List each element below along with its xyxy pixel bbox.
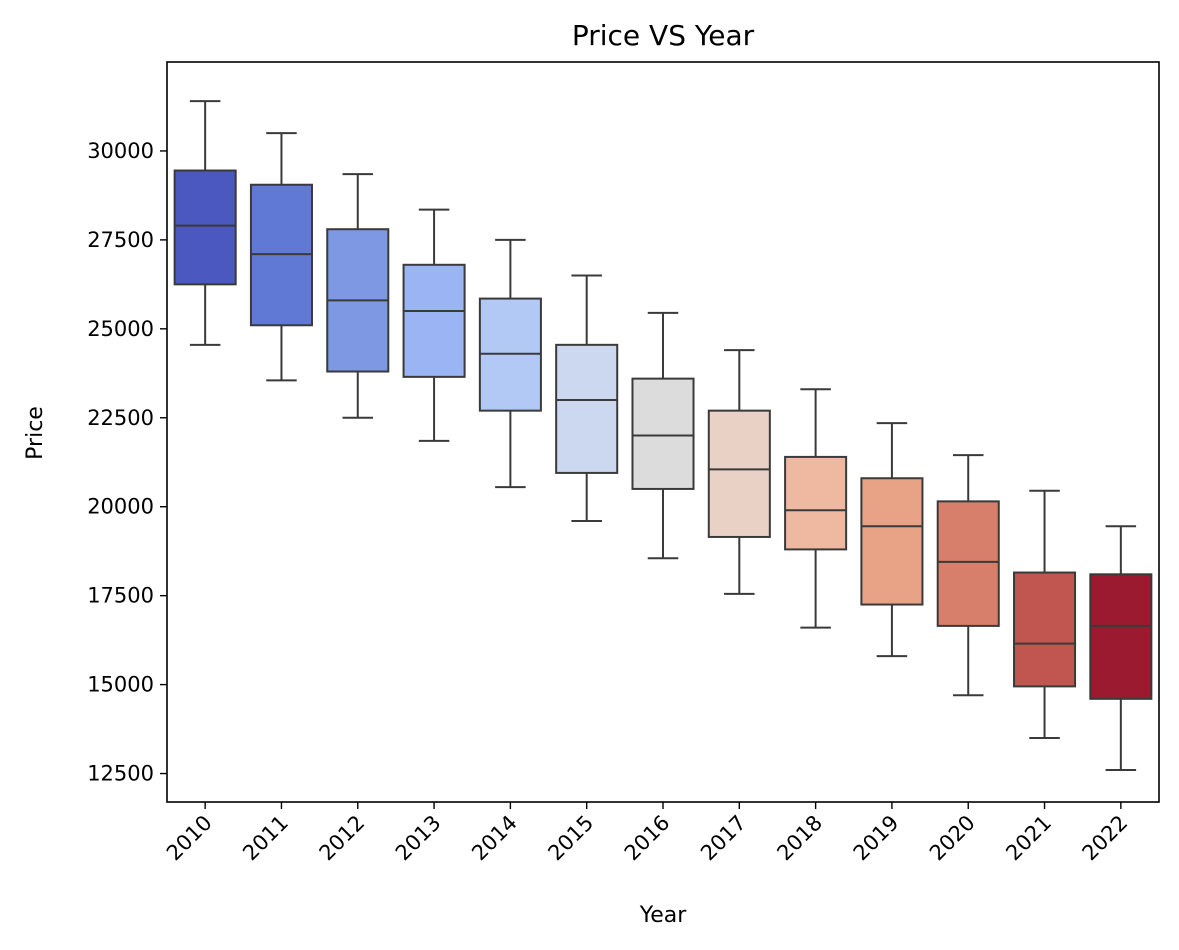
y-tick-label: 25000 [87, 317, 154, 341]
box-2022 [1089, 525, 1153, 771]
x-axis-label: Year [639, 903, 688, 928]
box-2014 [478, 238, 542, 489]
iqr-box [631, 377, 695, 490]
y-tick-label: 12500 [87, 762, 154, 786]
box-2017 [707, 349, 771, 595]
box-2015 [555, 274, 619, 522]
box-2016 [631, 311, 695, 560]
y-tick-label: 17500 [87, 584, 154, 608]
x-tick-label: 2010 [162, 811, 217, 866]
x-tick-label: 2019 [849, 811, 904, 866]
box-2011 [249, 132, 313, 382]
y-tick-label: 27500 [87, 228, 154, 252]
iqr-box [555, 343, 619, 474]
y-tick-label: 30000 [87, 139, 154, 163]
x-tick-label: 2017 [696, 811, 751, 866]
y-tick-label: 15000 [87, 673, 154, 697]
iqr-box [402, 263, 466, 378]
x-tick-label: 2021 [1001, 811, 1056, 866]
x-tick-label: 2013 [391, 811, 446, 866]
x-tick-label: 2022 [1078, 811, 1133, 866]
iqr-box [1089, 573, 1153, 700]
iqr-box [860, 477, 924, 606]
y-axis-ticks: 12500 15000 17500 20000 22500 25000 27500 30000 [87, 139, 167, 786]
chart-title: Price VS Year [572, 19, 755, 52]
iqr-box [173, 169, 237, 286]
y-tick-label: 22500 [87, 406, 154, 430]
iqr-box [1013, 571, 1077, 688]
y-tick-label: 20000 [87, 495, 154, 519]
iqr-box [936, 500, 1000, 627]
box-2013 [402, 208, 466, 442]
box-2018 [784, 388, 848, 629]
iqr-box [707, 409, 771, 538]
x-tick-label: 2012 [315, 811, 370, 866]
x-tick-label: 2015 [543, 811, 598, 866]
x-axis-ticks: 2010 2011 2012 2013 2014 2015 2016 2017 2018 2019… [162, 802, 1132, 865]
box-2010 [173, 100, 237, 346]
x-tick-label: 2016 [620, 811, 675, 866]
plot-frame [166, 61, 1160, 803]
boxes-layer [173, 100, 1153, 771]
y-axis-label: Price [23, 406, 48, 460]
iqr-box [784, 455, 848, 551]
box-2021 [1013, 489, 1077, 739]
box-2019 [860, 422, 924, 658]
x-tick-label: 2011 [238, 811, 293, 866]
box-2020 [936, 454, 1000, 697]
x-tick-label: 2014 [467, 811, 522, 866]
box-2012 [326, 173, 390, 419]
x-tick-label: 2018 [772, 811, 827, 866]
x-tick-label: 2020 [925, 811, 980, 866]
